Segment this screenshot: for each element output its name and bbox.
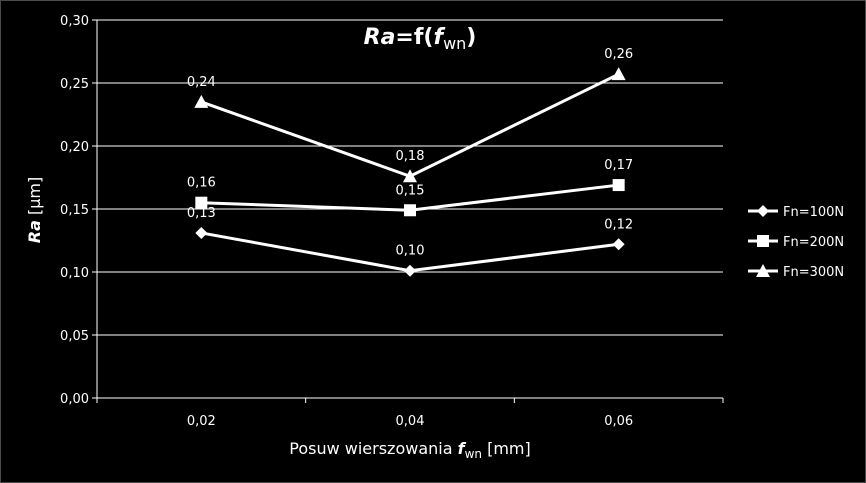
legend-label: Fn=300N <box>783 265 844 280</box>
data-label: 0,17 <box>604 158 633 173</box>
data-label: 0,26 <box>604 47 633 62</box>
legend-label: Fn=100N <box>783 205 844 220</box>
y-tick-label: 0,25 <box>60 77 89 92</box>
data-point-fn=200n <box>404 204 416 217</box>
axes <box>92 19 724 403</box>
data-labels: 0,13 0,10 0,12 0,16 0,15 0,17 0,24 0,18 0,26 <box>187 47 633 259</box>
legend-label: Fn=200N <box>783 235 844 250</box>
data-label: 0,15 <box>396 183 425 198</box>
legend: Fn=100N Fn=200N Fn=300N <box>748 205 844 280</box>
data-label: 0,16 <box>187 176 216 191</box>
y-tick-label: 0,15 <box>60 203 89 218</box>
y-tick-label: 0,30 <box>60 14 89 29</box>
legend-marker <box>756 264 770 277</box>
data-label: 0,12 <box>604 217 633 232</box>
data-label: 0,24 <box>187 75 216 90</box>
chart-title: Ra=f(fwn) <box>364 25 477 53</box>
data-label: 0,13 <box>187 206 216 221</box>
legend-marker <box>757 235 769 247</box>
data-point-fn=300n <box>611 67 626 81</box>
data-point-fn=200n <box>612 179 625 192</box>
data-point-fn=100n <box>404 264 416 277</box>
y-tick-labels: 0,00 0,05 0,10 0,15 0,20 0,25 0,30 <box>60 14 89 407</box>
y-axis-title: Ra [µm] <box>25 177 44 243</box>
data-point-fn=300n <box>194 94 209 108</box>
y-tick-label: 0,10 <box>60 266 89 281</box>
data-point-fn=300n <box>403 169 417 183</box>
legend-marker <box>757 205 769 217</box>
data-label: 0,18 <box>396 149 425 164</box>
x-tick-label: 0,02 <box>187 414 216 429</box>
y-tick-label: 0,00 <box>60 392 89 407</box>
data-point-fn=200n <box>195 196 208 209</box>
x-tick-labels: 0,02 0,04 0,06 <box>187 414 633 429</box>
x-tick-label: 0,04 <box>396 414 425 429</box>
y-tick-label: 0,05 <box>60 329 89 344</box>
data-point-fn=100n <box>195 226 208 239</box>
data-label: 0,10 <box>396 244 425 259</box>
data-point-fn=100n <box>612 238 625 251</box>
series <box>194 67 626 277</box>
gridlines <box>97 19 723 336</box>
x-tick-label: 0,06 <box>604 414 633 429</box>
y-tick-label: 0,20 <box>60 140 89 155</box>
x-axis-title: Posuw wierszowania fwn [mm] <box>289 439 531 461</box>
